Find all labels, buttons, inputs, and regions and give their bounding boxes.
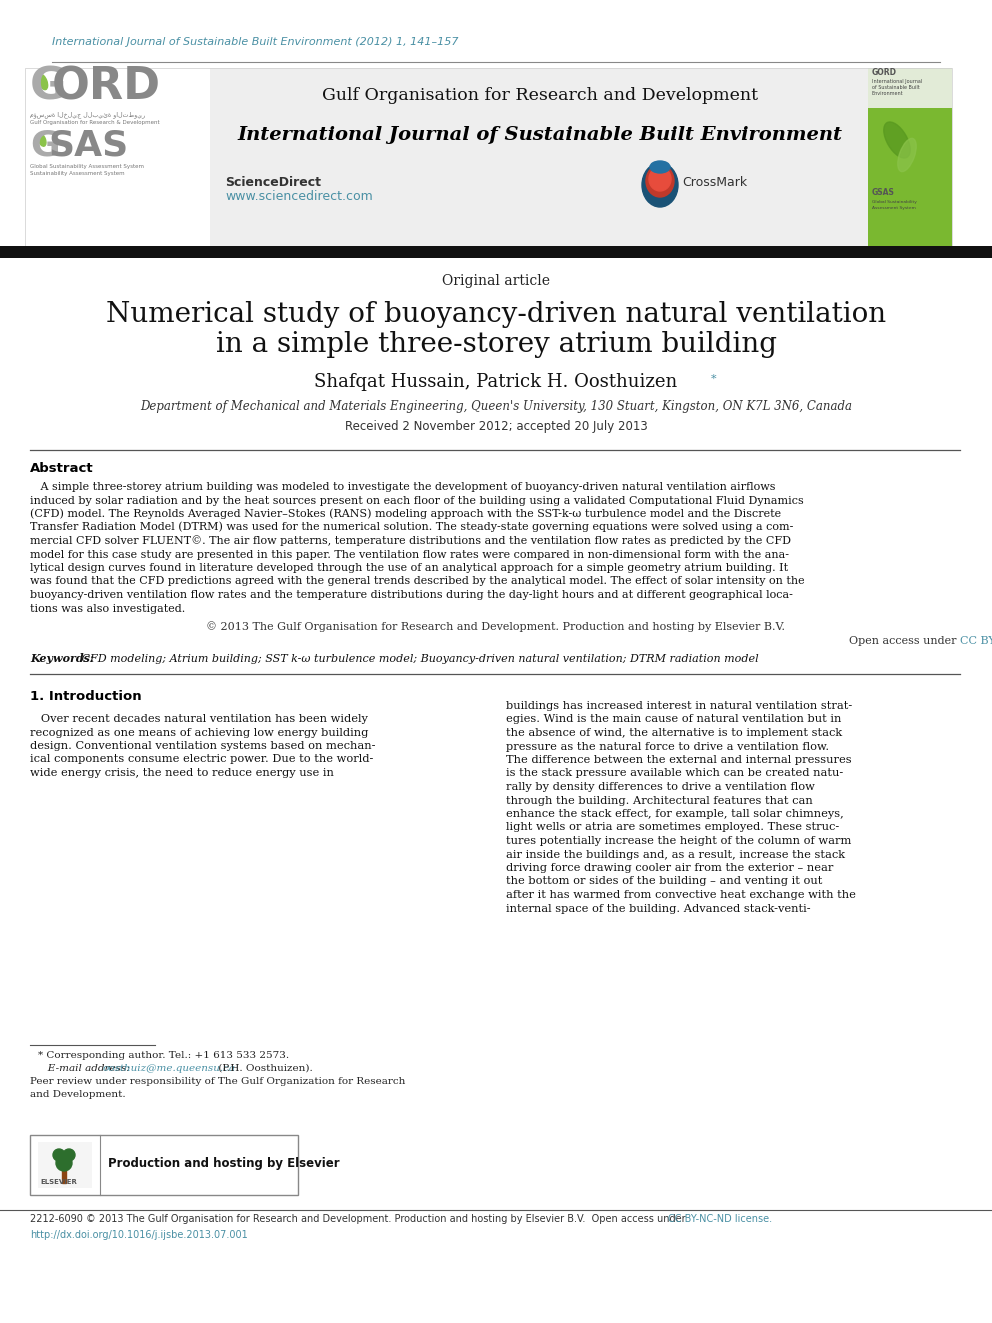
Text: enhance the stack effect, for example, tall solar chimneys,: enhance the stack effect, for example, t… (506, 808, 844, 819)
Text: Global Sustainability Assessment System: Global Sustainability Assessment System (30, 164, 144, 169)
Text: Shafqat Hussain, Patrick H. Oosthuizen: Shafqat Hussain, Patrick H. Oosthuizen (314, 373, 678, 392)
Text: induced by solar radiation and by the heat sources present on each floor of the : induced by solar radiation and by the he… (30, 496, 804, 505)
Text: light wells or atria are sometimes employed. These struc-: light wells or atria are sometimes emplo… (506, 823, 839, 832)
Text: tions was also investigated.: tions was also investigated. (30, 603, 186, 614)
Text: Sustainability Assessment System: Sustainability Assessment System (30, 171, 125, 176)
Text: the bottom or sides of the building – and venting it out: the bottom or sides of the building – an… (506, 877, 822, 886)
Text: ical components consume electric power. Due to the world-: ical components consume electric power. … (30, 754, 373, 765)
Text: oosthuiz@me.queensu.ca: oosthuiz@me.queensu.ca (103, 1064, 236, 1073)
Text: *: * (711, 374, 716, 384)
Text: ScienceDirect: ScienceDirect (225, 176, 321, 189)
Text: CFD modeling; Atrium building; SST k-ω turbulence model; Buoyancy-driven natural: CFD modeling; Atrium building; SST k-ω t… (78, 654, 759, 664)
Text: Production and hosting by Elsevier: Production and hosting by Elsevier (108, 1156, 339, 1170)
Ellipse shape (642, 163, 678, 206)
Bar (38, 1142, 92, 1188)
Text: Environment: Environment (872, 91, 904, 97)
Text: A simple three-storey atrium building was modeled to investigate the development: A simple three-storey atrium building wa… (30, 482, 776, 492)
Text: after it has warmed from convective heat exchange with the: after it has warmed from convective heat… (506, 890, 856, 900)
Bar (0, 246, 992, 258)
Text: 1. Introduction: 1. Introduction (30, 691, 142, 703)
Text: G: G (30, 128, 60, 161)
Ellipse shape (649, 167, 671, 191)
Circle shape (53, 1148, 65, 1162)
Text: Assessment System: Assessment System (872, 206, 916, 210)
Text: Open access under: Open access under (849, 636, 960, 646)
Text: Keywords:: Keywords: (30, 654, 98, 664)
Text: Original article: Original article (442, 274, 550, 288)
Bar (25, 67, 952, 247)
Ellipse shape (38, 134, 46, 147)
Text: model for this case study are presented in this paper. The ventilation flow rate: model for this case study are presented … (30, 549, 789, 560)
Bar (868, 67, 952, 108)
Text: www.sciencedirect.com: www.sciencedirect.com (225, 191, 373, 202)
Text: Global Sustainability: Global Sustainability (872, 200, 917, 204)
Text: Over recent decades natural ventilation has been widely: Over recent decades natural ventilation … (30, 714, 368, 724)
Circle shape (56, 1155, 72, 1171)
Circle shape (63, 1148, 75, 1162)
Text: 2212-6090 © 2013 The Gulf Organisation for Research and Development. Production : 2212-6090 © 2013 The Gulf Organisation f… (30, 1215, 688, 1224)
Bar (62, 1163, 66, 1183)
Text: of Sustainable Built: of Sustainable Built (872, 85, 920, 90)
Ellipse shape (898, 139, 917, 172)
Text: CC BY-NC-ND license.: CC BY-NC-ND license. (668, 1215, 772, 1224)
Text: internal space of the building. Advanced stack-venti-: internal space of the building. Advanced… (506, 904, 810, 913)
Text: SAS: SAS (48, 128, 128, 161)
Text: Gulf Organisation for Research & Development: Gulf Organisation for Research & Develop… (30, 120, 160, 124)
Text: * Corresponding author. Tel.: +1 613 533 2573.: * Corresponding author. Tel.: +1 613 533… (38, 1050, 289, 1060)
Text: wide energy crisis, the need to reduce energy use in: wide energy crisis, the need to reduce e… (30, 767, 334, 778)
Text: CC BY-NC-ND license.: CC BY-NC-ND license. (960, 636, 992, 646)
Text: recognized as one means of achieving low energy building: recognized as one means of achieving low… (30, 728, 368, 737)
Ellipse shape (39, 74, 48, 90)
Text: ELSEVIER: ELSEVIER (40, 1179, 76, 1185)
Bar (868, 67, 952, 247)
Text: was found that the CFD predictions agreed with the general trends described by t: was found that the CFD predictions agree… (30, 577, 805, 586)
Ellipse shape (884, 122, 911, 157)
Bar (210, 67, 868, 247)
Text: Peer review under responsibility of The Gulf Organization for Research: Peer review under responsibility of The … (30, 1077, 406, 1086)
Text: GSAS: GSAS (872, 188, 895, 197)
Text: the absence of wind, the alternative is to implement stack: the absence of wind, the alternative is … (506, 728, 842, 738)
Text: International Journal of Sustainable Built Environment: International Journal of Sustainable Bui… (237, 126, 842, 144)
Text: The difference between the external and internal pressures: The difference between the external and … (506, 755, 851, 765)
Text: through the building. Architectural features that can: through the building. Architectural feat… (506, 795, 812, 806)
Text: egies. Wind is the main cause of natural ventilation but in: egies. Wind is the main cause of natural… (506, 714, 841, 725)
Text: Gulf Organisation for Research and Development: Gulf Organisation for Research and Devel… (322, 87, 758, 105)
Text: in a simple three-storey atrium building: in a simple three-storey atrium building (215, 331, 777, 359)
Ellipse shape (646, 165, 674, 197)
Text: driving force drawing cooler air from the exterior – near: driving force drawing cooler air from th… (506, 863, 833, 873)
Text: International Journal: International Journal (872, 79, 923, 83)
Text: mercial CFD solver FLUENT©. The air flow patterns, temperature distributions and: mercial CFD solver FLUENT©. The air flow… (30, 536, 791, 546)
Text: rally by density differences to drive a ventilation flow: rally by density differences to drive a … (506, 782, 814, 792)
Text: مؤسسة الخليج للبيئة والتطوير: مؤسسة الخليج للبيئة والتطوير (30, 111, 145, 118)
Text: design. Conventional ventilation systems based on mechan-: design. Conventional ventilation systems… (30, 741, 376, 751)
Text: CrossMark: CrossMark (682, 176, 747, 189)
Text: Abstract: Abstract (30, 462, 93, 475)
Text: International Journal of Sustainable Built Environment (2012) 1, 141–157: International Journal of Sustainable Bui… (52, 37, 458, 48)
Text: is the stack pressure available which can be created natu-: is the stack pressure available which ca… (506, 769, 843, 778)
Text: Received 2 November 2012; accepted 20 July 2013: Received 2 November 2012; accepted 20 Ju… (344, 419, 648, 433)
Bar (25, 67, 210, 247)
Text: Transfer Radiation Model (DTRM) was used for the numerical solution. The steady-: Transfer Radiation Model (DTRM) was used… (30, 523, 794, 532)
Text: pressure as the natural force to drive a ventilation flow.: pressure as the natural force to drive a… (506, 741, 829, 751)
Text: lytical design curves found in literature developed through the use of an analyt: lytical design curves found in literatur… (30, 564, 788, 573)
Text: http://dx.doi.org/10.1016/j.ijsbe.2013.07.001: http://dx.doi.org/10.1016/j.ijsbe.2013.0… (30, 1230, 248, 1240)
Text: Department of Mechanical and Materials Engineering, Queen's University, 130 Stua: Department of Mechanical and Materials E… (140, 400, 852, 413)
Text: G: G (30, 66, 66, 108)
Text: GORD: GORD (872, 67, 897, 77)
Text: buildings has increased interest in natural ventilation strat-: buildings has increased interest in natu… (506, 701, 852, 710)
Text: © 2013 The Gulf Organisation for Research and Development. Production and hostin: © 2013 The Gulf Organisation for Researc… (206, 622, 786, 632)
Text: and Development.: and Development. (30, 1090, 126, 1099)
Text: tures potentially increase the height of the column of warm: tures potentially increase the height of… (506, 836, 851, 845)
Ellipse shape (650, 161, 670, 173)
Text: E-mail address:: E-mail address: (38, 1064, 133, 1073)
Text: Numerical study of buoyancy-driven natural ventilation: Numerical study of buoyancy-driven natur… (106, 302, 886, 328)
Text: buoyancy-driven ventilation flow rates and the temperature distributions during : buoyancy-driven ventilation flow rates a… (30, 590, 793, 601)
Text: ORD: ORD (52, 66, 161, 108)
Text: air inside the buildings and, as a result, increase the stack: air inside the buildings and, as a resul… (506, 849, 845, 860)
Bar (30, 1135, 298, 1195)
Text: (CFD) model. The Reynolds Averaged Navier–Stokes (RANS) modeling approach with t: (CFD) model. The Reynolds Averaged Navie… (30, 508, 781, 519)
Text: (P.H. Oosthuizen).: (P.H. Oosthuizen). (215, 1064, 312, 1073)
